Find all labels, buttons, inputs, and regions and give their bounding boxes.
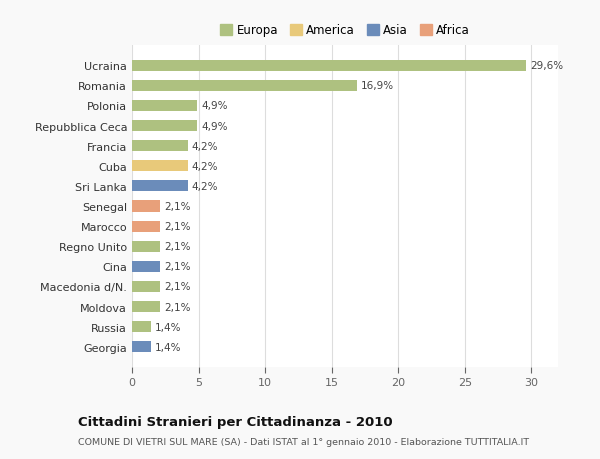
Text: 4,2%: 4,2%: [192, 141, 218, 151]
Bar: [132, 341, 151, 353]
Text: COMUNE DI VIETRI SUL MARE (SA) - Dati ISTAT al 1° gennaio 2010 - Elaborazione TU: COMUNE DI VIETRI SUL MARE (SA) - Dati IS…: [78, 437, 529, 446]
Bar: [132, 181, 188, 192]
Bar: [132, 201, 160, 212]
Bar: [132, 302, 160, 313]
Bar: [132, 101, 197, 112]
Text: 4,2%: 4,2%: [192, 181, 218, 191]
Bar: [132, 321, 151, 332]
Text: 2,1%: 2,1%: [164, 242, 190, 252]
Text: 2,1%: 2,1%: [164, 262, 190, 272]
Text: 16,9%: 16,9%: [361, 81, 394, 91]
Bar: [132, 221, 160, 232]
Text: 2,1%: 2,1%: [164, 222, 190, 232]
Bar: [132, 141, 188, 152]
Text: 4,9%: 4,9%: [201, 121, 228, 131]
Text: 4,2%: 4,2%: [192, 162, 218, 171]
Legend: Europa, America, Asia, Africa: Europa, America, Asia, Africa: [215, 20, 475, 42]
Text: 2,1%: 2,1%: [164, 202, 190, 212]
Bar: [132, 81, 357, 92]
Text: 2,1%: 2,1%: [164, 302, 190, 312]
Bar: [132, 241, 160, 252]
Bar: [132, 261, 160, 272]
Bar: [132, 161, 188, 172]
Text: 1,4%: 1,4%: [155, 322, 181, 332]
Text: 2,1%: 2,1%: [164, 282, 190, 292]
Text: 29,6%: 29,6%: [530, 61, 563, 71]
Bar: [132, 281, 160, 292]
Bar: [132, 61, 526, 72]
Bar: [132, 121, 197, 132]
Text: 4,9%: 4,9%: [201, 101, 228, 111]
Text: Cittadini Stranieri per Cittadinanza - 2010: Cittadini Stranieri per Cittadinanza - 2…: [78, 415, 392, 428]
Text: 1,4%: 1,4%: [155, 342, 181, 352]
